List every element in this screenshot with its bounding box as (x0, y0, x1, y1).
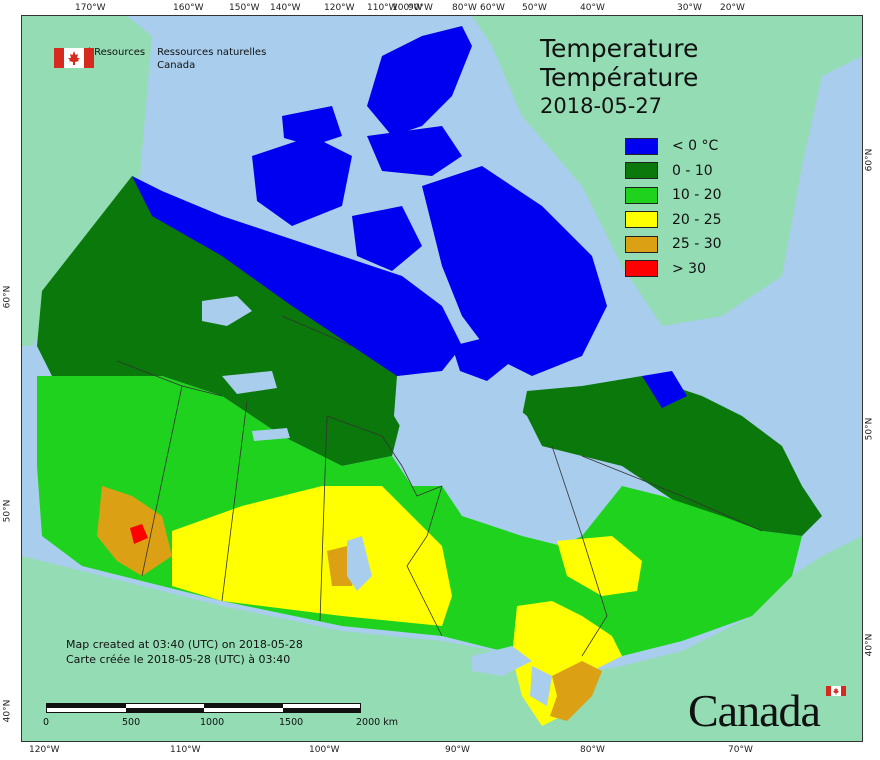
longitude-tick-label: 70°W (728, 745, 753, 755)
longitude-tick-label: 90°W (408, 3, 433, 13)
longitude-tick-label: 60°W (480, 3, 505, 13)
labrador-cold (642, 371, 687, 408)
lake-winnipeg (347, 536, 372, 591)
agency-name-en-line1: Natural Resources (54, 47, 146, 58)
longitude-tick-label: 100°W (309, 745, 340, 755)
scale-label: 2000 km (356, 717, 398, 728)
arctic-mainland-cold (132, 176, 462, 376)
latitude-tick-label: 60°N (2, 285, 13, 309)
longitude-tick-label: 170°W (75, 3, 106, 13)
provincial-boundaries (116, 315, 763, 657)
creation-credit: Map created at 03:40 (UTC) on 2018-05-28… (66, 637, 303, 667)
longitude-tick-label: 150°W (229, 3, 260, 13)
longitude-tick-label: 50°W (522, 3, 547, 13)
legend-label: < 0 °C (672, 138, 719, 155)
region-20-25-quebec (557, 536, 642, 596)
scale-bar-graphic (46, 703, 361, 713)
longitude-tick-label: 110°W (367, 3, 398, 13)
legend-item: 10 - 20 (625, 183, 722, 208)
great-slave-lake (222, 371, 277, 394)
map-title: Temperature Température 2018-05-27 (540, 34, 698, 121)
legend-label: 0 - 10 (672, 162, 713, 179)
longitude-tick-label: 30°W (677, 3, 702, 13)
longitude-tick-label: 80°W (580, 745, 605, 755)
greenland-land (472, 16, 862, 326)
wordmark-text: Canada (688, 685, 821, 736)
longitude-tick-label: 90°W (445, 745, 470, 755)
longitude-tick-label: 110°W (170, 745, 201, 755)
legend-swatch (625, 162, 658, 180)
legend-swatch (625, 211, 658, 229)
map-svg (22, 16, 862, 741)
lake-huron (530, 666, 552, 706)
legend-label: 10 - 20 (672, 187, 722, 204)
legend-item: < 0 °C (625, 134, 722, 159)
hudson-bay (394, 371, 542, 496)
scale-label: 1500 (279, 717, 304, 728)
legend-item: 20 - 25 (625, 208, 722, 233)
arctic-island-ellesmere (367, 26, 472, 136)
longitude-tick-label: 160°W (173, 3, 204, 13)
latitude-tick-label: 40°N (864, 633, 875, 657)
arctic-island-victoria (252, 136, 352, 226)
arctic-island-banks (282, 106, 342, 146)
region-20-25 (172, 486, 452, 626)
longitude-tick-label: 120°W (29, 745, 60, 755)
arctic-island-devon (367, 126, 462, 176)
agency-name-fr-line2: Canada (157, 60, 196, 71)
longitude-tick-label: 140°W (270, 3, 301, 13)
temperature-map: Natural Resources Canada Ressources natu… (21, 15, 863, 742)
region-quebec-0-10 (522, 376, 822, 536)
agency-signature: Natural Resources Canada Ressources natu… (54, 46, 278, 72)
latitude-tick-label: 50°N (864, 417, 875, 441)
legend-label: 25 - 30 (672, 236, 722, 253)
longitude-tick-label: 100°W (392, 3, 423, 13)
legend-label: 20 - 25 (672, 211, 722, 228)
usa-land (22, 536, 862, 741)
legend-item: > 30 (625, 257, 722, 282)
legend-swatch (625, 186, 658, 204)
latitude-tick-label: 50°N (2, 499, 13, 523)
scale-bar: 0 500 1000 1500 2000 km (43, 703, 398, 728)
latitude-tick-label: 40°N (2, 699, 13, 723)
scale-label: 500 (122, 717, 141, 728)
canada-wordmark: Canada (688, 685, 846, 736)
region-above-30 (130, 524, 148, 544)
legend-swatch (625, 260, 658, 278)
canada-flag-icon (54, 48, 94, 68)
alaska-land (22, 16, 152, 346)
lake-athabasca (252, 428, 290, 441)
wordmark-flag-icon (826, 686, 846, 696)
legend-swatch (625, 235, 658, 253)
longitude-tick-label: 20°W (720, 3, 745, 13)
title-date: 2018-05-27 (540, 94, 663, 118)
credit-en: Map created at 03:40 (UTC) on 2018-05-28 (66, 638, 303, 651)
legend-item: 0 - 10 (625, 159, 722, 184)
agency-name-fr: Ressources naturelles Canada (157, 46, 266, 72)
agency-name-fr-line1: Ressources naturelles (157, 47, 267, 58)
region-25-30-ontario (550, 661, 602, 721)
scale-label: 1000 (200, 717, 225, 728)
legend: < 0 °C 0 - 10 10 - 20 20 - 25 25 - 30 > 30 (625, 134, 722, 281)
legend-label: > 30 (672, 260, 706, 277)
latitude-tick-label: 60°N (864, 148, 875, 172)
arctic-island-baffin (422, 166, 607, 376)
legend-swatch (625, 137, 658, 155)
title-en: Temperature (540, 34, 699, 63)
scale-label: 0 (43, 717, 50, 728)
title-fr: Température (540, 63, 699, 92)
arctic-island-southampton (452, 336, 512, 381)
longitude-tick-label: 40°W (580, 3, 605, 13)
longitude-tick-label: 120°W (324, 3, 355, 13)
lake-superior (472, 646, 532, 676)
great-bear-lake (202, 296, 252, 326)
arctic-island-king-william (352, 206, 422, 271)
credit-fr: Carte créée le 2018-05-28 (UTC) à 03:40 (66, 653, 291, 666)
legend-item: 25 - 30 (625, 232, 722, 257)
longitude-tick-label: 80°W (452, 3, 477, 13)
